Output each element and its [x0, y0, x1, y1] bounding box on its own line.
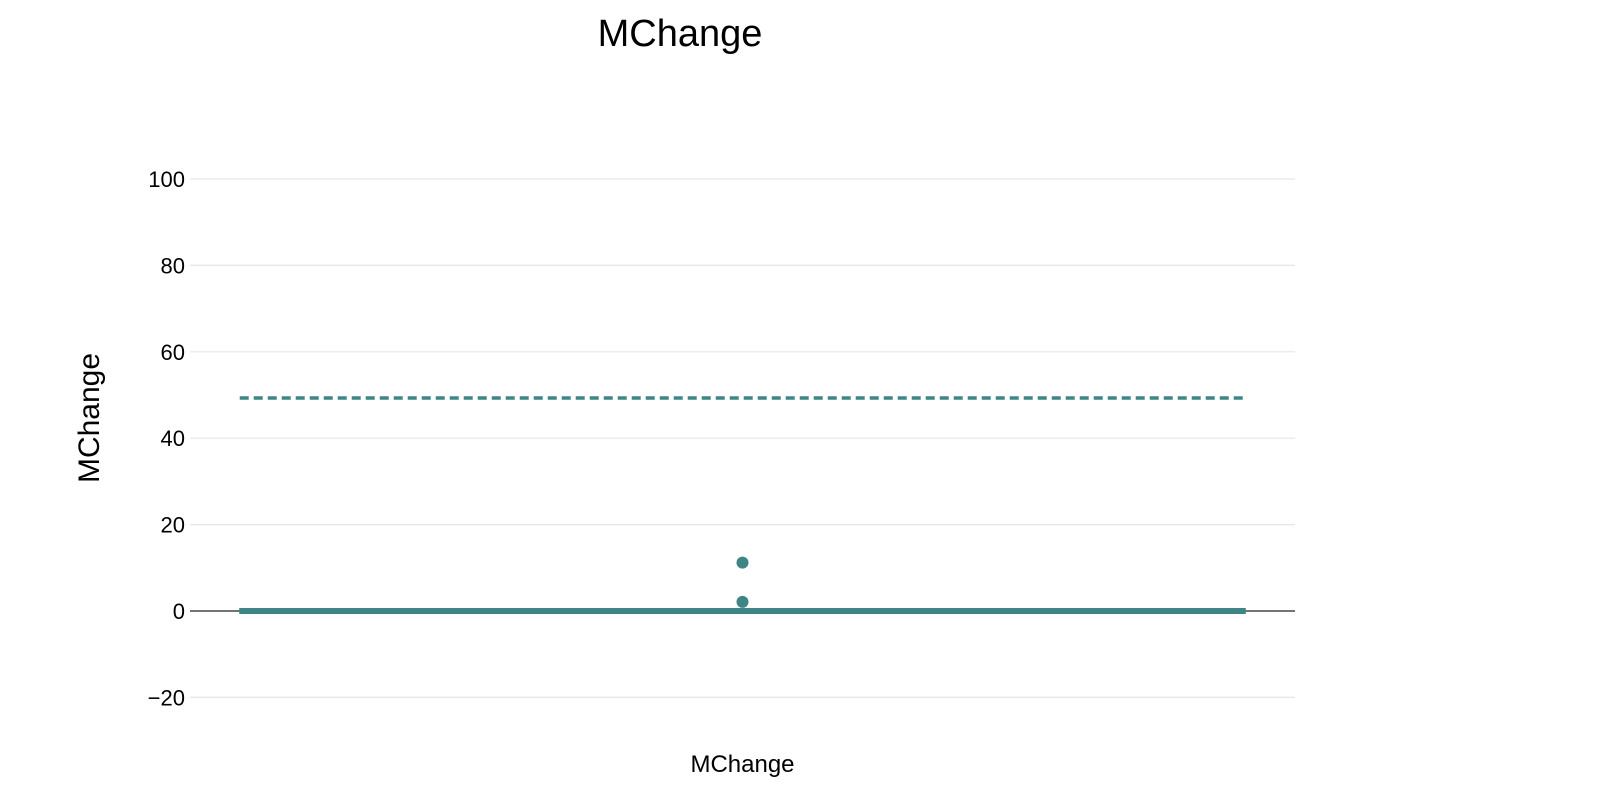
y-axis-ticks: 100 80 60 40 20 0 −20 [148, 167, 185, 710]
outlier-point [736, 595, 749, 608]
y-tick-label: 80 [161, 253, 185, 278]
y-tick-label: 0 [173, 599, 185, 624]
chart-title: MChange [598, 13, 763, 55]
y-tick-label: 100 [148, 167, 185, 192]
box-MChange [239, 396, 1246, 614]
y-tick-label: 60 [161, 340, 185, 365]
y-tick-label: −20 [148, 685, 185, 710]
outlier-point [736, 556, 749, 569]
y-axis-title: MChange [73, 353, 106, 483]
box-series [239, 396, 1246, 614]
y-tick-label: 20 [161, 513, 185, 538]
x-category-label: MChange [690, 751, 794, 778]
gridlines [190, 178, 1295, 699]
y-tick-label: 40 [161, 426, 185, 451]
x-axis-categories: MChange [690, 751, 794, 778]
